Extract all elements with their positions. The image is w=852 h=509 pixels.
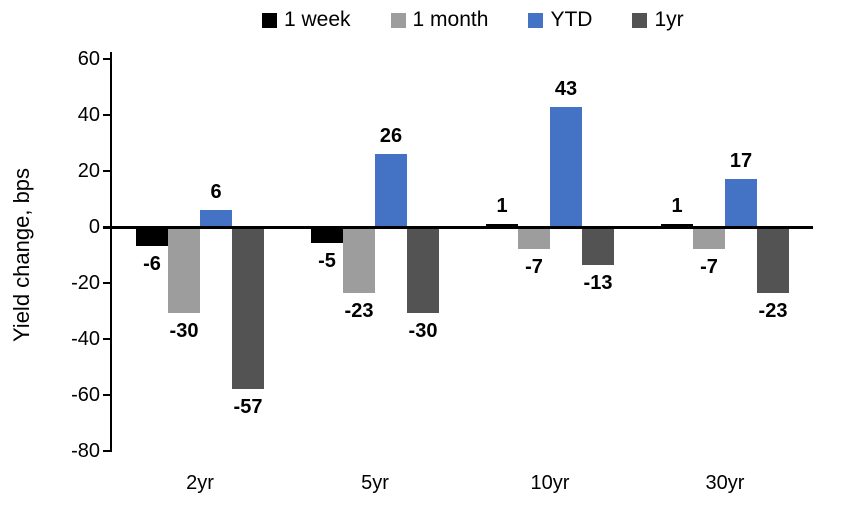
legend-item-1-month: 1 month bbox=[390, 8, 489, 32]
legend-label: 1yr bbox=[654, 8, 684, 31]
bar-value-label: 43 bbox=[554, 78, 578, 100]
bar-value-label: -7 bbox=[700, 256, 718, 278]
legend-item-1yr: 1yr bbox=[632, 8, 684, 32]
bar-1-month-2yr bbox=[168, 229, 200, 313]
bar-value-label: -30 bbox=[169, 320, 199, 342]
y-tick-label: 40 bbox=[77, 104, 100, 126]
chart-legend: 1 week 1 month YTD 1yr bbox=[262, 8, 684, 32]
bar-value-label: 6 bbox=[210, 181, 222, 203]
bar-1yr-5yr bbox=[407, 229, 439, 313]
legend-swatch-icon bbox=[528, 12, 544, 28]
bar-value-label: -7 bbox=[525, 256, 543, 278]
y-tick-label: -60 bbox=[71, 384, 100, 406]
y-tick-label: 60 bbox=[77, 48, 100, 70]
y-axis-tick bbox=[103, 58, 110, 60]
legend-swatch-icon bbox=[262, 12, 277, 28]
bar-value-label: -6 bbox=[143, 253, 161, 275]
bar-value-label: 1 bbox=[671, 195, 683, 217]
bar-value-label: 17 bbox=[729, 150, 753, 172]
bar-value-label: -13 bbox=[583, 272, 613, 294]
bar-value-label: -57 bbox=[233, 396, 263, 418]
y-axis-tick bbox=[103, 170, 110, 172]
legend-swatch-icon bbox=[390, 12, 406, 28]
bar-1yr-30yr bbox=[757, 229, 789, 293]
legend-swatch-icon bbox=[632, 12, 648, 28]
bar-value-label: 1 bbox=[496, 195, 508, 217]
zero-baseline bbox=[103, 226, 813, 229]
bar-value-label: -23 bbox=[344, 300, 374, 322]
x-category-label-5yr: 5yr bbox=[361, 472, 389, 494]
bar-1-week-2yr bbox=[136, 229, 168, 246]
x-category-label-30yr: 30yr bbox=[705, 472, 745, 494]
bar-value-label: -23 bbox=[758, 300, 788, 322]
bar-value-label: -30 bbox=[408, 320, 438, 342]
legend-label: 1 week bbox=[284, 8, 351, 31]
x-category-label-2yr: 2yr bbox=[186, 472, 214, 494]
bar-1yr-2yr bbox=[232, 229, 264, 389]
x-category-label-10yr: 10yr bbox=[530, 472, 570, 494]
bar-1-month-10yr bbox=[518, 229, 550, 249]
bar-1-month-5yr bbox=[343, 229, 375, 293]
legend-item-1-week: 1 week bbox=[262, 8, 351, 32]
y-tick-label: 0 bbox=[88, 216, 100, 238]
legend-label: YTD bbox=[550, 8, 593, 31]
y-axis-tick bbox=[103, 114, 110, 116]
y-tick-label: -80 bbox=[71, 440, 100, 462]
y-axis-line bbox=[110, 52, 112, 452]
legend-label: 1 month bbox=[412, 8, 489, 31]
y-tick-label: -40 bbox=[71, 328, 100, 350]
legend-item-YTD: YTD bbox=[528, 8, 592, 32]
bar-value-label: 26 bbox=[379, 125, 403, 147]
bar-YTD-5yr bbox=[375, 154, 407, 227]
y-axis-tick bbox=[103, 282, 110, 284]
y-axis-tick bbox=[103, 394, 110, 396]
y-axis-tick bbox=[103, 450, 110, 452]
y-tick-label: -20 bbox=[71, 272, 100, 294]
bar-value-label: -5 bbox=[318, 250, 336, 272]
bar-YTD-30yr bbox=[725, 179, 757, 227]
bar-1-week-5yr bbox=[311, 229, 343, 243]
bar-1-month-30yr bbox=[693, 229, 725, 249]
bar-1yr-10yr bbox=[582, 229, 614, 265]
bar-YTD-2yr bbox=[200, 210, 232, 227]
bar-YTD-10yr bbox=[550, 107, 582, 227]
bar-1-week-30yr bbox=[661, 224, 693, 227]
y-tick-label: 20 bbox=[77, 160, 100, 182]
bar-1-week-10yr bbox=[486, 224, 518, 227]
y-axis-tick bbox=[103, 338, 110, 340]
